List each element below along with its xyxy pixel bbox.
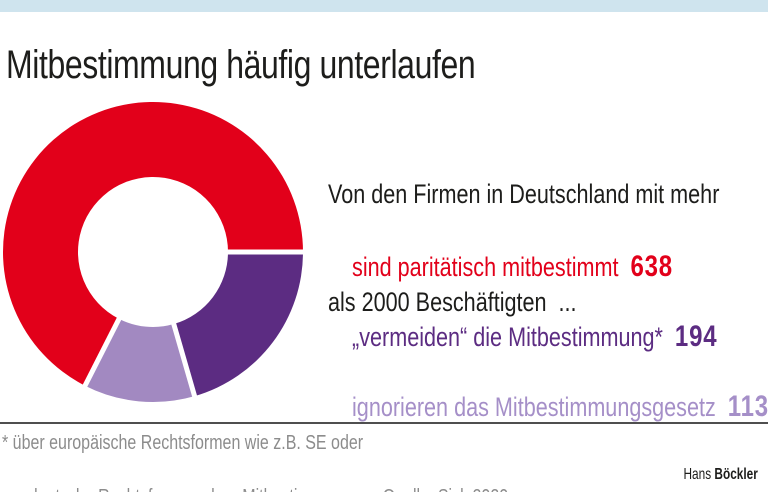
donut-chart [2,102,315,409]
chart-intro-text: Von den Firmen in Deutschland mit mehr a… [328,104,719,392]
footnote-line-2-text: deutsche Rechtsformen ohne Mitbestimmung [29,486,351,492]
donut-chart-area [2,101,315,409]
footer-divider [0,422,768,424]
intro-line-2: als 2000 Beschäftigten ... [328,287,577,317]
source-credit: Quelle: Sick 2020 [383,486,508,492]
legend-item-ignorieren-gesetz: ignorieren das Mitbestimmungsgesetz 113 [328,359,768,455]
hans-boeckler-stiftung-logo: Hans Böckler Stiftung [677,437,758,492]
top-accent-bar [0,0,768,12]
legend-value: 113 [727,390,768,423]
legend-item-paritaetisch-mitbestimmt: sind paritätisch mitbestimmt 638 [328,219,673,315]
footnote-line-2: deutsche Rechtsformen ohne Mitbestimmung… [11,457,508,492]
legend-label: sind paritätisch mitbestimmt [352,252,619,282]
logo-line-1: Hans Böckler [677,466,758,483]
logo-name-regular: Hans [683,466,715,483]
slice-separator [77,307,127,398]
slice-separator [168,311,201,409]
legend-value: 194 [674,320,718,353]
logo-name-bold: Böckler [714,466,758,483]
donut-slice [173,252,303,397]
footnote-line-1: * über europäische Rechtsformen wie z.B.… [2,432,364,454]
legend-value: 638 [630,250,673,283]
legend-label: ignorieren das Mitbestimmungsgesetz [352,392,716,422]
donut-slice [85,318,195,403]
donut-slice [2,102,303,386]
legend-item-vermeiden-mitbestimmung: „vermeiden“ die Mitbestimmung* 194 [328,289,717,385]
intro-line-1: Von den Firmen in Deutschland mit mehr [328,179,720,209]
page-title: Mitbestimmung häufig unterlaufen [6,43,476,87]
legend-label: „vermeiden“ die Mitbestimmung* [352,322,663,352]
